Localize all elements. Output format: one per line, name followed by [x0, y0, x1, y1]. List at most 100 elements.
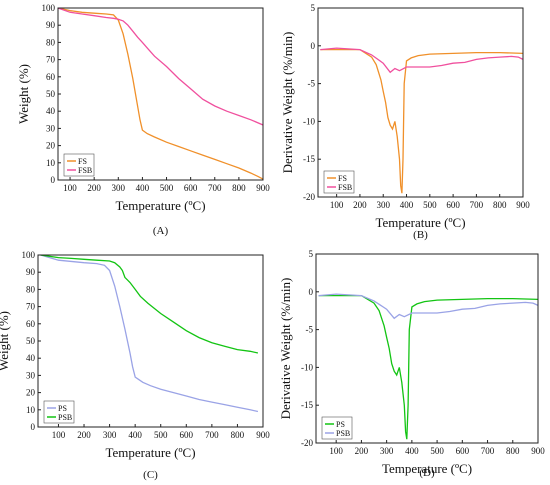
x-tick-label: 200	[87, 183, 101, 193]
x-tick-label: 600	[184, 183, 198, 193]
series-line-psb	[40, 255, 259, 354]
x-tick-label: 800	[506, 446, 520, 456]
x-tick-label: 300	[380, 446, 394, 456]
chart-panel-2: 100 200 300 400 500 600 700 800 900 5 0 -5 -10 -15 -20…	[280, 3, 530, 241]
y-tick-label: 0	[311, 41, 316, 51]
legend-label-psb: PSB	[58, 413, 72, 422]
y-tick-label: -20	[303, 192, 315, 202]
y-tick-label: 50	[26, 336, 36, 346]
x-tick-label: 200	[355, 446, 369, 456]
x-tick-label: 100	[52, 430, 66, 440]
y-tick-label: 90	[26, 267, 36, 277]
y-tick-label: 30	[46, 123, 56, 133]
x-tick-label: 500	[160, 183, 174, 193]
plot-frame	[315, 253, 539, 444]
y-tick-label: -15	[301, 400, 313, 410]
x-tick-label: 100	[329, 446, 343, 456]
legend-label-ps: PS	[58, 404, 67, 413]
legend-label-ps: PS	[336, 420, 345, 429]
x-tick-label: 800	[493, 200, 507, 210]
x-tick-label: 100	[330, 200, 344, 210]
legend-label-fsb: FSB	[78, 166, 92, 175]
y-axis-title: Derivative Weight (%/min)	[280, 32, 295, 174]
x-tick-label: 700	[208, 183, 222, 193]
x-tick-label: 700	[481, 446, 495, 456]
x-tick-label: 200	[77, 430, 91, 440]
y-tick-label: 0	[31, 422, 36, 432]
y-tick-label: 100	[42, 3, 56, 13]
y-tick-label: 10	[26, 405, 36, 415]
x-tick-label: 300	[112, 183, 126, 193]
panel-label: (A)	[153, 225, 169, 237]
y-tick-label: 60	[26, 319, 36, 329]
y-tick-label: -5	[306, 325, 314, 335]
y-tick-label: 10	[46, 158, 56, 168]
series-line-fsb	[58, 8, 263, 126]
y-tick-label: -10	[301, 362, 313, 372]
x-tick-label: 700	[470, 200, 484, 210]
legend-label-fs: FS	[338, 174, 347, 183]
series-line-fsb	[320, 47, 523, 74]
x-tick-label: 900	[256, 183, 270, 193]
series-line-fs	[320, 48, 523, 194]
y-tick-label: 5	[309, 249, 314, 259]
y-tick-label: 70	[46, 55, 56, 65]
y-tick-label: 20	[26, 388, 36, 398]
legend-label-fs: FS	[78, 157, 87, 166]
y-tick-label: 0	[51, 175, 56, 185]
y-tick-label: -20	[301, 438, 313, 448]
y-tick-label: 70	[26, 302, 36, 312]
x-tick-label: 700	[205, 430, 219, 440]
panel-label: (B)	[413, 229, 428, 241]
x-tick-label: 200	[353, 200, 367, 210]
y-tick-label: -10	[303, 116, 315, 126]
x-tick-label: 500	[423, 200, 437, 210]
x-tick-label: 900	[531, 446, 545, 456]
x-axis-title: Temperature (ºC)	[105, 445, 195, 460]
x-axis-title: Temperature (ºC)	[382, 461, 472, 476]
x-tick-label: 500	[154, 430, 168, 440]
panel-label: (D)	[419, 467, 435, 479]
x-tick-label: 100	[63, 183, 77, 193]
x-tick-label: 900	[256, 430, 270, 440]
x-tick-label: 800	[232, 183, 246, 193]
x-axis-title: Temperature (ºC)	[375, 215, 465, 230]
y-axis-title: Weight (%)	[0, 311, 11, 371]
x-tick-label: 400	[128, 430, 142, 440]
y-axis-title: Weight (%)	[16, 64, 31, 124]
series-line-psb	[318, 293, 538, 320]
y-tick-label: 5	[311, 3, 316, 13]
x-tick-label: 400	[405, 446, 419, 456]
x-tick-label: 300	[103, 430, 117, 440]
y-tick-label: 80	[26, 284, 36, 294]
y-tick-label: 80	[46, 37, 56, 47]
series-line-ps	[318, 294, 538, 440]
series-line-ps	[40, 255, 259, 413]
y-tick-label: 50	[46, 89, 56, 99]
x-tick-label: 900	[516, 200, 530, 210]
y-tick-label: 100	[22, 250, 36, 260]
y-axis-title: Derivative Weight (%/min)	[278, 278, 293, 420]
y-tick-label: 40	[46, 106, 56, 116]
y-tick-label: 0	[309, 287, 314, 297]
x-axis-title: Temperature (ºC)	[115, 198, 205, 213]
series-line-fs	[58, 8, 263, 180]
plot-frame	[317, 7, 524, 198]
x-tick-label: 500	[430, 446, 444, 456]
y-tick-label: -5	[308, 79, 316, 89]
y-tick-label: 20	[46, 141, 56, 151]
x-tick-label: 600	[456, 446, 470, 456]
x-tick-label: 400	[400, 200, 414, 210]
x-tick-label: 600	[446, 200, 460, 210]
x-tick-label: 300	[376, 200, 390, 210]
x-tick-label: 600	[180, 430, 194, 440]
legend-label-fsb: FSB	[338, 183, 352, 192]
y-tick-label: 90	[46, 20, 56, 30]
x-tick-label: 800	[231, 430, 245, 440]
y-tick-label: 40	[26, 353, 36, 363]
y-tick-label: 30	[26, 370, 36, 380]
chart-panel-3: 100 200 300 400 500 600 700 800 900 0 10 20 30 40 50 60…	[0, 250, 270, 481]
panel-label: (C)	[143, 469, 158, 481]
y-tick-label: -15	[303, 154, 315, 164]
